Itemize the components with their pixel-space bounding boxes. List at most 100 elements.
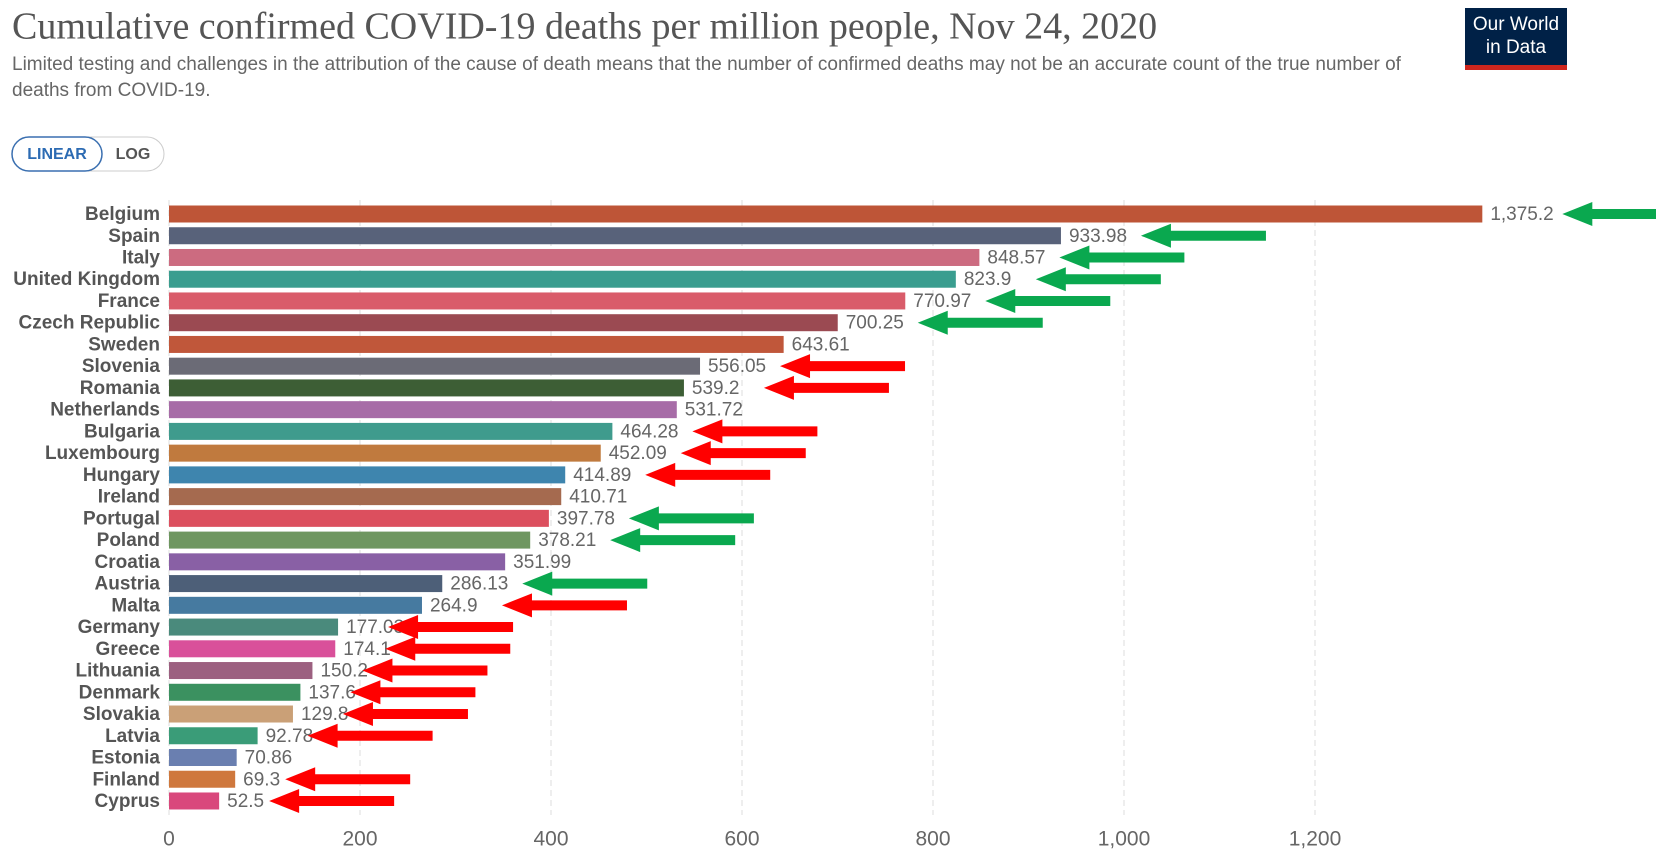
value-label: 52.5 (227, 791, 264, 812)
bar (169, 444, 601, 462)
annotation-arrow (362, 658, 488, 683)
y-tick-label: Greece (96, 639, 160, 660)
value-label: 643.61 (792, 334, 850, 355)
value-label: 70.86 (245, 748, 293, 769)
logo-text: Our World (1473, 14, 1559, 35)
annotation-arrow (1140, 223, 1266, 248)
logo-bar (1465, 65, 1567, 70)
value-label: 770.97 (913, 291, 971, 312)
bar (169, 422, 613, 440)
y-tick-label: Sweden (88, 334, 160, 355)
annotation-arrow (501, 593, 627, 618)
annotation-arrow (388, 615, 514, 640)
bar (169, 640, 336, 658)
bar (169, 792, 220, 810)
bar (169, 531, 531, 549)
y-tick-label: Denmark (79, 682, 161, 703)
y-tick-label: Luxembourg (45, 443, 160, 464)
bar (169, 335, 784, 353)
value-label: 351.99 (513, 552, 571, 573)
annotation-arrow (342, 702, 468, 727)
value-label: 933.98 (1069, 226, 1127, 247)
annotation-arrow (1562, 202, 1656, 226)
bar (169, 596, 422, 614)
x-tick-label: 600 (724, 828, 759, 851)
value-label: 700.25 (846, 313, 904, 334)
y-tick-label: Estonia (91, 748, 160, 769)
annotation-arrow (628, 506, 754, 531)
y-tick-label: Cyprus (95, 791, 160, 812)
bar (169, 727, 258, 745)
y-tick-label: Slovakia (83, 704, 161, 725)
y-tick-label: Poland (97, 530, 160, 551)
y-tick-label: Latvia (105, 726, 160, 747)
value-label: 531.72 (685, 400, 743, 421)
annotation-arrow (269, 788, 395, 813)
annotation-arrow (1059, 245, 1185, 270)
x-tick-label: 1,000 (1098, 828, 1151, 851)
bar (169, 270, 956, 288)
x-tick-label: 800 (915, 828, 950, 851)
bar (169, 770, 236, 788)
bar (169, 553, 506, 571)
logo (1465, 8, 1567, 65)
value-label: 378.21 (538, 530, 596, 551)
bar (169, 205, 1483, 223)
value-label: 848.57 (987, 247, 1045, 268)
value-label: 177.03 (346, 617, 404, 638)
chart-title: Cumulative confirmed COVID-19 deaths per… (12, 6, 1157, 48)
annotation-arrow (285, 767, 411, 792)
x-tick-label: 1,200 (1289, 828, 1342, 851)
y-tick-label: Bulgaria (84, 421, 160, 442)
chart-subtitle: Limited testing and challenges in the at… (12, 54, 1401, 101)
bar (169, 466, 566, 484)
y-tick-label: Finland (92, 769, 160, 790)
y-tick-label: Lithuania (76, 661, 161, 682)
value-label: 556.05 (708, 356, 766, 377)
value-label: 92.78 (266, 726, 314, 747)
bar (169, 292, 906, 310)
bar (169, 662, 313, 680)
y-tick-label: Ireland (98, 487, 160, 508)
value-label: 1,375.2 (1490, 204, 1553, 225)
bar (169, 379, 684, 397)
log-label[interactable]: LOG (116, 146, 151, 163)
annotation-arrow (610, 528, 736, 553)
annotation-arrow (780, 354, 906, 379)
annotation-arrow (680, 441, 806, 466)
annotation-arrow (1035, 267, 1161, 292)
linear-label[interactable]: LINEAR (27, 146, 87, 163)
subtitle-box: Limited testing and challenges in the at… (12, 54, 1401, 101)
y-tick-label: Spain (108, 226, 160, 247)
x-tick-label: 200 (342, 828, 377, 851)
y-tick-label: France (98, 291, 160, 312)
value-label: 286.13 (450, 574, 508, 595)
y-tick-label: Romania (80, 378, 161, 399)
annotation-arrow (645, 462, 771, 487)
y-tick-label: Croatia (95, 552, 161, 573)
annotation-arrow (917, 310, 1043, 335)
y-tick-label: Germany (78, 617, 161, 638)
y-tick-label: Netherlands (50, 400, 160, 421)
bar (169, 227, 1061, 245)
y-tick-label: Slovenia (82, 356, 161, 377)
annotation-arrow (385, 636, 511, 661)
value-label: 410.71 (569, 487, 627, 508)
y-tick-label: Czech Republic (19, 313, 161, 334)
bar (169, 683, 301, 701)
value-label: 823.9 (964, 269, 1012, 290)
value-label: 69.3 (243, 769, 280, 790)
y-tick-label: Belgium (85, 204, 160, 225)
y-tick-label: Hungary (83, 465, 161, 486)
value-label: 464.28 (620, 421, 678, 442)
annotation-arrow (692, 419, 818, 444)
linear-button[interactable] (11, 136, 103, 172)
y-tick-label: Malta (111, 595, 160, 616)
value-label: 414.89 (573, 465, 631, 486)
bar (169, 705, 293, 723)
annotation-arrow (985, 288, 1111, 313)
bar (169, 357, 701, 375)
annotation-arrow (522, 571, 648, 596)
